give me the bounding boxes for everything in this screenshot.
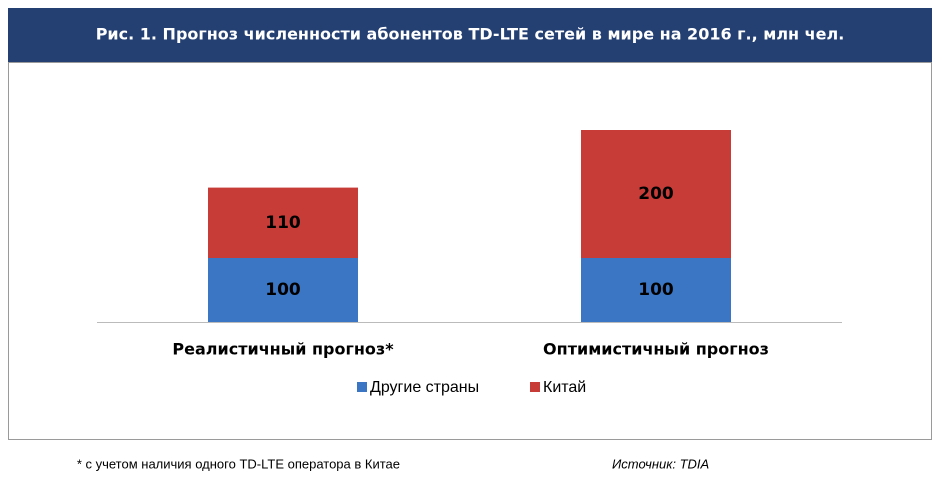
data-label: 200	[638, 184, 674, 204]
footnote: * с учетом наличия одного TD-LTE операто…	[77, 456, 400, 471]
chart-frame	[8, 62, 932, 440]
title-bar	[8, 8, 932, 62]
x-tick-label: Реалистичный прогноз*	[172, 340, 394, 359]
legend-swatch	[357, 382, 367, 392]
legend-swatch	[530, 382, 540, 392]
source: Источник: TDIA	[612, 456, 709, 471]
legend-label: Китай	[543, 379, 586, 396]
bar-segment	[581, 258, 731, 322]
x-tick-label: Оптимистичный прогноз	[543, 340, 769, 359]
legend-label: Другие страны	[370, 379, 479, 396]
bar-segment	[208, 187, 358, 258]
bar-segment	[581, 130, 731, 258]
bar-segment	[208, 258, 358, 322]
data-label: 110	[265, 213, 301, 233]
data-label: 100	[265, 280, 301, 300]
chart-title: Рис. 1. Прогноз численности абонентов TD…	[96, 25, 845, 44]
data-label: 100	[638, 280, 674, 300]
